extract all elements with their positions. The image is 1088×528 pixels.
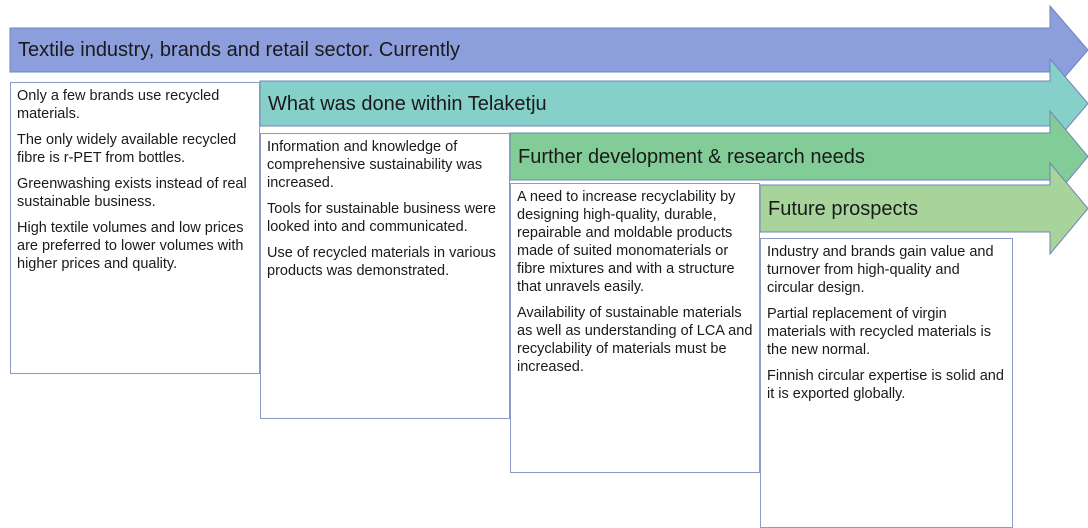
paragraph: Availability of sustainable materials as… (517, 305, 753, 375)
paragraph: Use of recycled materials in various pro… (267, 245, 496, 279)
stage-title: Textile industry, brands and retail sect… (18, 39, 461, 61)
paragraph: Information and knowledge of comprehensi… (267, 139, 483, 191)
paragraph: Partial replacement of virgin materials … (767, 306, 992, 358)
paragraph: Greenwashing exists instead of real sust… (17, 176, 247, 210)
paragraph: Finnish circular expertise is solid and … (767, 368, 1004, 402)
stage-title: What was done within Telaketju (268, 92, 547, 115)
stage-title: Future prospects (768, 197, 919, 220)
stage-title: Further development & research needs (518, 145, 865, 168)
stage-box: Information and knowledge of comprehensi… (260, 133, 510, 419)
paragraph: High textile volumes and low prices are … (17, 220, 244, 272)
stage-box: Industry and brands gain value and turno… (760, 238, 1013, 528)
arrow (9, 4, 1088, 96)
paragraph: Only a few brands use recycled materials… (17, 88, 220, 122)
arrow (259, 57, 1088, 150)
stage-box: A need to increase recyclability by desi… (510, 183, 760, 473)
arrow (509, 109, 1088, 204)
paragraph: Industry and brands gain value and turno… (767, 244, 994, 296)
stage-box: Only a few brands use recycled materials… (10, 82, 260, 374)
paragraph: A need to increase recyclability by desi… (517, 189, 736, 295)
paragraph: The only widely available recycled fibre… (17, 132, 237, 166)
paragraph: Tools for sustainable business were look… (267, 201, 496, 235)
arrow (759, 161, 1088, 256)
